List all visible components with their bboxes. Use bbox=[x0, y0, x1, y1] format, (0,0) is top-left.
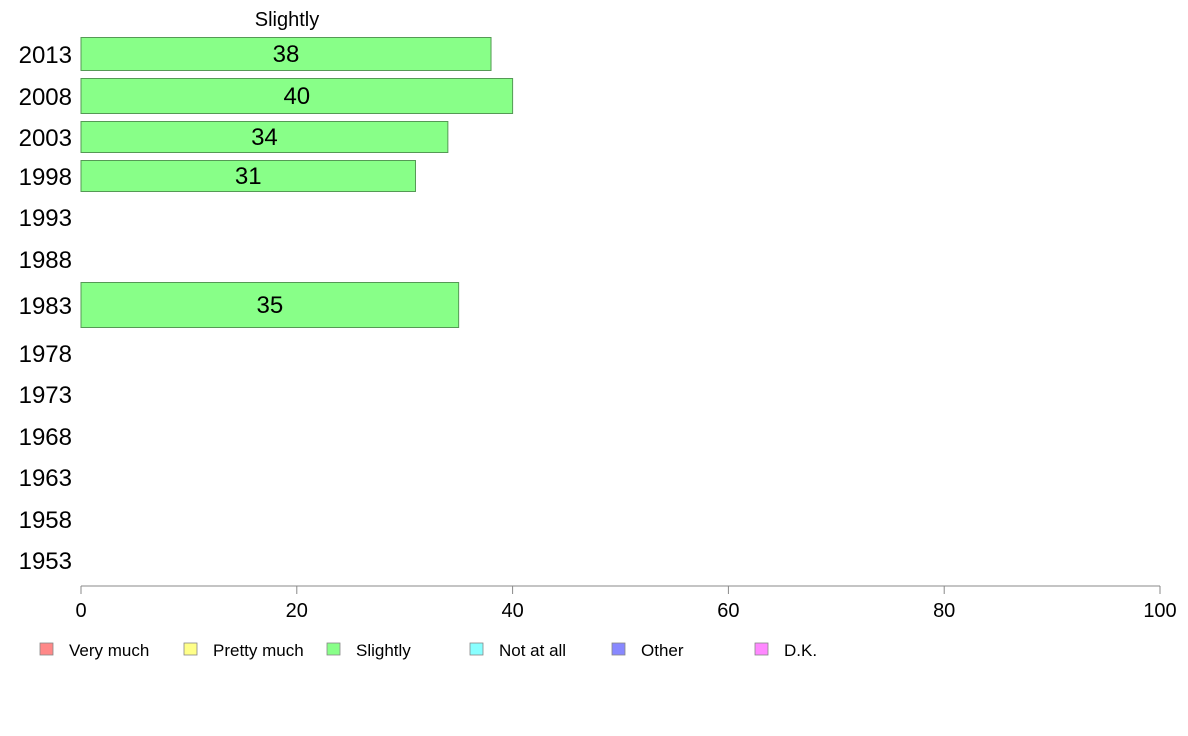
x-tick-label: 60 bbox=[717, 600, 739, 622]
legend-swatch bbox=[326, 642, 341, 656]
year-label: 2003 bbox=[19, 125, 72, 152]
chart-rows: 2013 38 2008 40 2003 34 1998 31 1993 1988 1983 35 19… bbox=[19, 37, 514, 575]
year-label: 1998 bbox=[19, 164, 72, 191]
bar bbox=[80, 37, 492, 71]
bar-value-label: 34 bbox=[251, 124, 278, 151]
x-tick-label: 100 bbox=[1143, 600, 1176, 622]
legend-label: Not at all bbox=[499, 641, 566, 660]
x-tick-label: 20 bbox=[286, 600, 308, 622]
x-tick-label: 40 bbox=[501, 600, 523, 622]
legend-swatch bbox=[611, 642, 626, 656]
legend-swatch bbox=[469, 642, 484, 656]
year-label: 1993 bbox=[19, 205, 72, 232]
series-title: Slightly bbox=[255, 9, 319, 31]
year-label: 2008 bbox=[19, 84, 72, 111]
bar bbox=[80, 282, 460, 328]
x-axis: 0 20 40 60 80 100 bbox=[75, 585, 1177, 622]
legend-swatch bbox=[754, 642, 769, 656]
bar bbox=[80, 121, 449, 153]
year-label: 1958 bbox=[19, 507, 72, 534]
bar-value-label: 40 bbox=[283, 83, 310, 110]
bar bbox=[80, 160, 416, 192]
year-label: 2013 bbox=[19, 42, 72, 69]
legend-label: Other bbox=[641, 641, 684, 660]
legend: Very much Pretty much Slightly Not at all Ot… bbox=[39, 641, 817, 660]
legend-swatch bbox=[39, 642, 54, 656]
bar bbox=[80, 78, 514, 114]
bar-value-label: 31 bbox=[235, 163, 262, 190]
legend-label: D.K. bbox=[784, 641, 817, 660]
year-label: 1963 bbox=[19, 465, 72, 492]
x-tick-label: 80 bbox=[933, 600, 955, 622]
year-label: 1968 bbox=[19, 424, 72, 451]
bar-value-label: 35 bbox=[256, 292, 283, 319]
legend-label: Very much bbox=[69, 641, 149, 660]
year-label: 1983 bbox=[19, 293, 72, 320]
legend-label: Pretty much bbox=[213, 641, 304, 660]
bar-value-label: 38 bbox=[273, 41, 300, 68]
x-tick-label: 0 bbox=[75, 600, 86, 622]
year-label: 1953 bbox=[19, 548, 72, 575]
legend-swatch bbox=[183, 642, 198, 656]
year-label: 1973 bbox=[19, 382, 72, 409]
year-label: 1988 bbox=[19, 247, 72, 274]
legend-label: Slightly bbox=[356, 641, 411, 660]
year-label: 1978 bbox=[19, 341, 72, 368]
